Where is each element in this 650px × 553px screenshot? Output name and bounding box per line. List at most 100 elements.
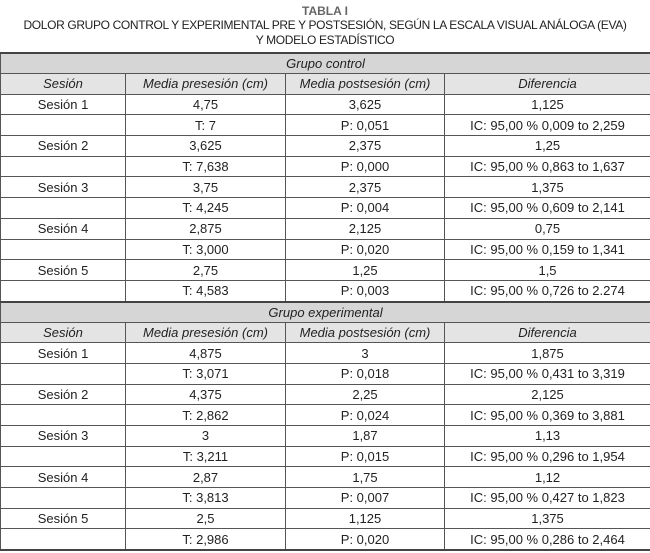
stats-row: T: 7 P: 0,051 IC: 95,00 % 0,009 to 2,259 [0,114,650,137]
p-value: P: 0,015 [285,445,445,468]
pre-mean: 4,875 [125,342,286,364]
pre-mean: 3 [125,425,286,447]
confidence-interval: IC: 95,00 % 0,609 to 2,141 [443,197,650,219]
p-value: P: 0,020 [285,528,445,551]
post-mean: 1,125 [285,507,445,530]
stats-row: T: 7,638 P: 0,000 IC: 95,00 % 0,863 to 1,6… [0,155,650,178]
confidence-interval: IC: 95,00 % 0,286 to 2,464 [443,528,650,551]
t-statistic: T: 2,862 [125,404,286,426]
confidence-interval: IC: 95,00 % 0,296 to 1,954 [443,445,650,468]
pre-mean: 3,625 [125,135,286,157]
empty-cell [0,362,126,385]
confidence-interval: IC: 95,00 % 0,863 to 1,637 [443,155,650,178]
confidence-interval: IC: 95,00 % 0,369 to 3,881 [443,404,650,426]
post-mean: 3,625 [285,93,445,116]
table-title-line2: Y MODELO ESTADÍSTICO [255,33,395,47]
group-title: Grupo control [0,52,650,74]
column-header-session: Sesión [0,321,126,344]
difference: 1,12 [443,466,650,489]
difference: 1,875 [443,342,650,364]
column-header-diff: Diferencia [443,321,650,344]
post-mean: 1,75 [285,466,445,489]
session-label: Sesión 4 [0,466,126,489]
empty-cell [0,445,126,468]
stats-row: T: 3,211 P: 0,015 IC: 95,00 % 0,296 to 1,9… [0,445,650,468]
difference: 1,375 [443,507,650,530]
p-value: P: 0,051 [285,114,445,137]
confidence-interval: IC: 95,00 % 0,726 to 2.274 [443,279,650,303]
pre-mean: 4,75 [125,93,286,116]
post-mean: 2,25 [285,383,445,406]
confidence-interval: IC: 95,00 % 0,431 to 3,319 [443,362,650,385]
difference: 1,25 [443,135,650,157]
t-statistic: T: 3,071 [125,362,286,385]
pre-mean: 4,375 [125,383,286,406]
session-label: Sesión 3 [0,176,126,199]
column-header-post: Media postsesión (cm) [285,321,445,344]
post-mean: 2,375 [285,135,445,157]
table-row: Sesión 1 4,875 3 1,875 [0,342,650,364]
empty-cell [0,279,126,303]
stats-row: T: 3,071 P: 0,018 IC: 95,00 % 0,431 to 3,3… [0,362,650,385]
group-header-row: Grupo experimental [0,300,650,323]
confidence-interval: IC: 95,00 % 0,159 to 1,341 [443,238,650,261]
pre-mean: 2,5 [125,507,286,530]
p-value: P: 0,020 [285,238,445,261]
session-label: Sesión 5 [0,507,126,530]
post-mean: 1,25 [285,259,445,281]
table-number: TABLA I [302,4,348,18]
stats-row: T: 4,583 P: 0,003 IC: 95,00 % 0,726 to 2.2… [0,279,650,303]
table-row: Sesión 2 3,625 2,375 1,25 [0,135,650,157]
post-mean: 3 [285,342,445,364]
t-statistic: T: 3,000 [125,238,286,261]
difference: 1,5 [443,259,650,281]
column-header-pre: Media presesión (cm) [125,321,286,344]
post-mean: 2,125 [285,217,445,240]
column-header-row: Sesión Media presesión (cm) Media postsesi… [0,321,650,344]
table-row: Sesión 1 4,75 3,625 1,125 [0,93,650,116]
column-header-post: Media postsesión (cm) [285,73,445,95]
p-value: P: 0,004 [285,197,445,219]
t-statistic: T: 7 [125,114,286,137]
table-title-line1: DOLOR GRUPO CONTROL Y EXPERIMENTAL PRE Y… [23,18,627,32]
t-statistic: T: 3,813 [125,487,286,509]
group-title: Grupo experimental [0,300,650,323]
pre-mean: 2,75 [125,259,286,281]
table-row: Sesión 3 3,75 2,375 1,375 [0,176,650,199]
difference: 2,125 [443,383,650,406]
t-statistic: T: 3,211 [125,445,286,468]
t-statistic: T: 2,986 [125,528,286,551]
pre-mean: 2,875 [125,217,286,240]
stats-row: T: 2,862 P: 0,024 IC: 95,00 % 0,369 to 3,8… [0,404,650,426]
column-header-pre: Media presesión (cm) [125,73,286,95]
session-label: Sesión 2 [0,135,126,157]
empty-cell [0,487,126,509]
p-value: P: 0,018 [285,362,445,385]
difference: 1,125 [443,93,650,116]
session-label: Sesión 5 [0,259,126,281]
p-value: P: 0,000 [285,155,445,178]
table-row: Sesión 4 2,87 1,75 1,12 [0,466,650,489]
session-label: Sesión 3 [0,425,126,447]
stats-row: T: 3,813 P: 0,007 IC: 95,00 % 0,427 to 1,8… [0,487,650,509]
pre-mean: 3,75 [125,176,286,199]
empty-cell [0,528,126,551]
table-row: Sesión 2 4,375 2,25 2,125 [0,383,650,406]
p-value: P: 0,003 [285,279,445,303]
stats-row: T: 3,000 P: 0,020 IC: 95,00 % 0,159 to 1,3… [0,238,650,261]
confidence-interval: IC: 95,00 % 0,427 to 1,823 [443,487,650,509]
difference: 0,75 [443,217,650,240]
t-statistic: T: 4,245 [125,197,286,219]
results-table: Grupo control Sesión Media presesión (cm) M… [0,52,650,552]
empty-cell [0,114,126,137]
difference: 1,13 [443,425,650,447]
empty-cell [0,155,126,178]
stats-row: T: 4,245 P: 0,004 IC: 95,00 % 0,609 to 2,1… [0,197,650,219]
t-statistic: T: 4,583 [125,279,286,303]
session-label: Sesión 1 [0,342,126,364]
empty-cell [0,238,126,261]
table-row: Sesión 5 2,5 1,125 1,375 [0,507,650,530]
session-label: Sesión 4 [0,217,126,240]
group-header-row: Grupo control [0,52,650,74]
table-row: Sesión 3 3 1,87 1,13 [0,425,650,447]
